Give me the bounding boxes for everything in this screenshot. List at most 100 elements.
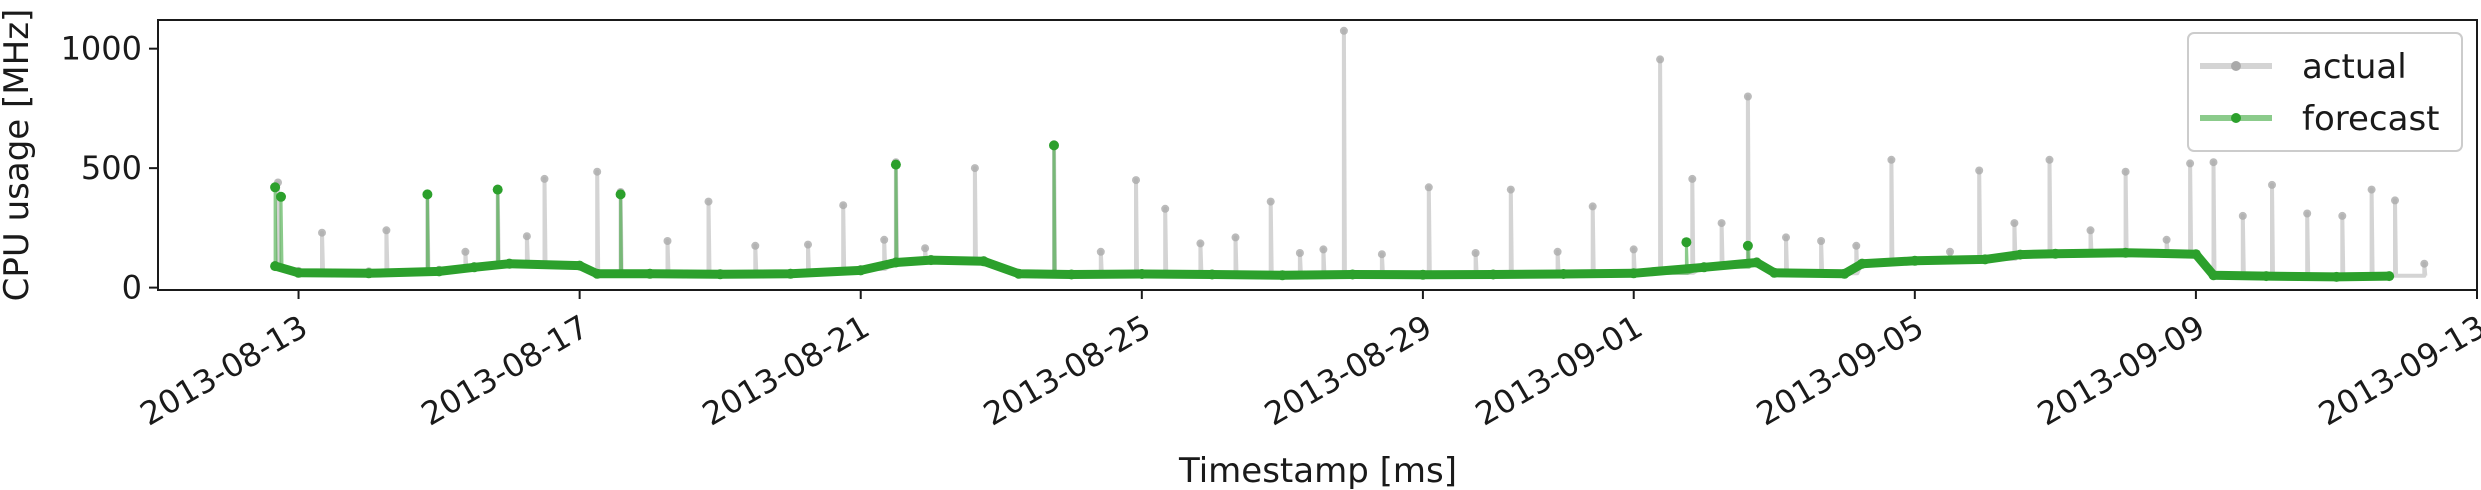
actual-point <box>663 237 672 245</box>
forecast-point <box>2120 247 2131 258</box>
y-tick-label: 1000 <box>61 30 142 68</box>
forecast-point <box>492 184 503 195</box>
legend-actual-label: actual <box>2302 47 2407 87</box>
forecast-point <box>1347 269 1358 280</box>
forecast-point <box>785 268 796 279</box>
forecast-point <box>1417 269 1428 280</box>
actual-point <box>1161 204 1170 213</box>
actual-point <box>970 164 979 173</box>
forecast-point <box>1751 257 1762 268</box>
series-forecast <box>270 140 2395 282</box>
forecast-point <box>434 266 445 277</box>
actual-point <box>2209 158 2218 167</box>
actual-point <box>1196 239 1205 248</box>
x-tick-label: 2013-08-13 <box>134 307 314 433</box>
forecast-point <box>504 258 515 269</box>
forecast-point <box>1488 269 1499 280</box>
forecast-point <box>615 189 626 200</box>
forecast-point <box>1013 268 1024 279</box>
actual-point <box>1717 219 1726 228</box>
x-tick-label: 2013-09-01 <box>1469 307 1649 433</box>
legend-actual-marker <box>2231 61 2241 71</box>
actual-point <box>2045 155 2054 164</box>
actual-point <box>1377 250 1386 259</box>
forecast-point <box>592 268 603 279</box>
actual-point <box>2121 167 2130 176</box>
actual-point <box>1588 202 1597 211</box>
legend: actual forecast <box>2187 32 2463 152</box>
actual-point <box>1231 233 1240 242</box>
forecast-point <box>574 260 585 271</box>
forecast-point <box>1909 255 1920 266</box>
actual-point <box>1553 247 1562 256</box>
actual-point <box>2338 211 2347 220</box>
x-tick-label: 2013-09-09 <box>2031 307 2211 433</box>
x-axis: 2013-08-13 2013-08-17 2013-08-21 2013-08-25… <box>134 290 2481 433</box>
legend-forecast-marker <box>2231 113 2241 123</box>
actual-point <box>1424 183 1433 192</box>
actual-point <box>1743 92 1752 101</box>
actual-point <box>2086 226 2095 235</box>
actual-point <box>880 235 889 244</box>
series-actual <box>271 26 2429 281</box>
forecast-point <box>1558 269 1569 279</box>
forecast-point <box>1742 240 1753 251</box>
forecast-point <box>2331 271 2342 282</box>
x-tick-label: 2013-09-05 <box>1750 307 1930 433</box>
forecast-point <box>422 189 433 200</box>
actual-point <box>2186 159 2195 168</box>
forecast-point <box>1769 267 1780 278</box>
forecast-point <box>1857 258 1868 269</box>
legend-frame <box>2187 32 2463 152</box>
x-tick-label: 2013-08-17 <box>415 307 595 433</box>
actual-point <box>2420 259 2429 268</box>
actual-point <box>1887 155 1896 164</box>
actual-point <box>2391 196 2399 205</box>
actual-point <box>1688 174 1697 183</box>
actual-point <box>461 247 470 256</box>
actual-point <box>2268 180 2276 189</box>
forecast-baseline-band <box>273 248 2390 282</box>
forecast-point <box>978 256 989 267</box>
forecast-point <box>2208 270 2219 281</box>
plot-frame <box>157 19 2478 291</box>
y-axis: 0 500 1000 <box>61 30 158 307</box>
forecast-point <box>644 268 655 279</box>
plot-area <box>157 19 2478 291</box>
actual-point <box>1471 249 1480 257</box>
x-tick-label: 2013-08-29 <box>1258 307 1438 433</box>
actual-point <box>2303 209 2312 218</box>
actual-point <box>382 226 391 235</box>
actual-point <box>2238 211 2247 220</box>
forecast-point <box>890 257 901 268</box>
forecast-point <box>276 191 286 202</box>
x-tick-label: 2013-08-25 <box>977 307 1157 433</box>
actual-point <box>2010 219 2019 228</box>
forecast-point <box>1628 268 1639 279</box>
forecast-point <box>1980 254 1991 265</box>
actual-point <box>1975 166 1984 175</box>
forecast-point <box>715 269 726 280</box>
forecast-point <box>469 262 480 273</box>
actual-point <box>1656 55 1665 64</box>
forecast-point <box>1277 270 1288 281</box>
x-axis-label: Timestamp [ms] <box>1178 451 1457 490</box>
y-tick-label: 0 <box>122 269 142 307</box>
actual-point <box>804 240 812 249</box>
actual-line <box>275 28 2428 279</box>
y-axis-label: CPU usage [MHz] <box>0 9 37 302</box>
forecast-point <box>855 265 866 276</box>
series-layer <box>270 26 2429 282</box>
forecast-point <box>270 182 281 193</box>
actual-point <box>1852 241 1861 250</box>
forecast-point <box>926 255 936 266</box>
forecast-point <box>1049 140 1059 151</box>
actual-point <box>1629 245 1638 254</box>
actual-point <box>751 241 760 250</box>
actual-point <box>593 167 602 176</box>
forecast-point <box>1681 237 1692 248</box>
actual-point <box>1132 176 1140 185</box>
actual-point <box>1339 26 1348 35</box>
forecast-point <box>2015 249 2026 260</box>
